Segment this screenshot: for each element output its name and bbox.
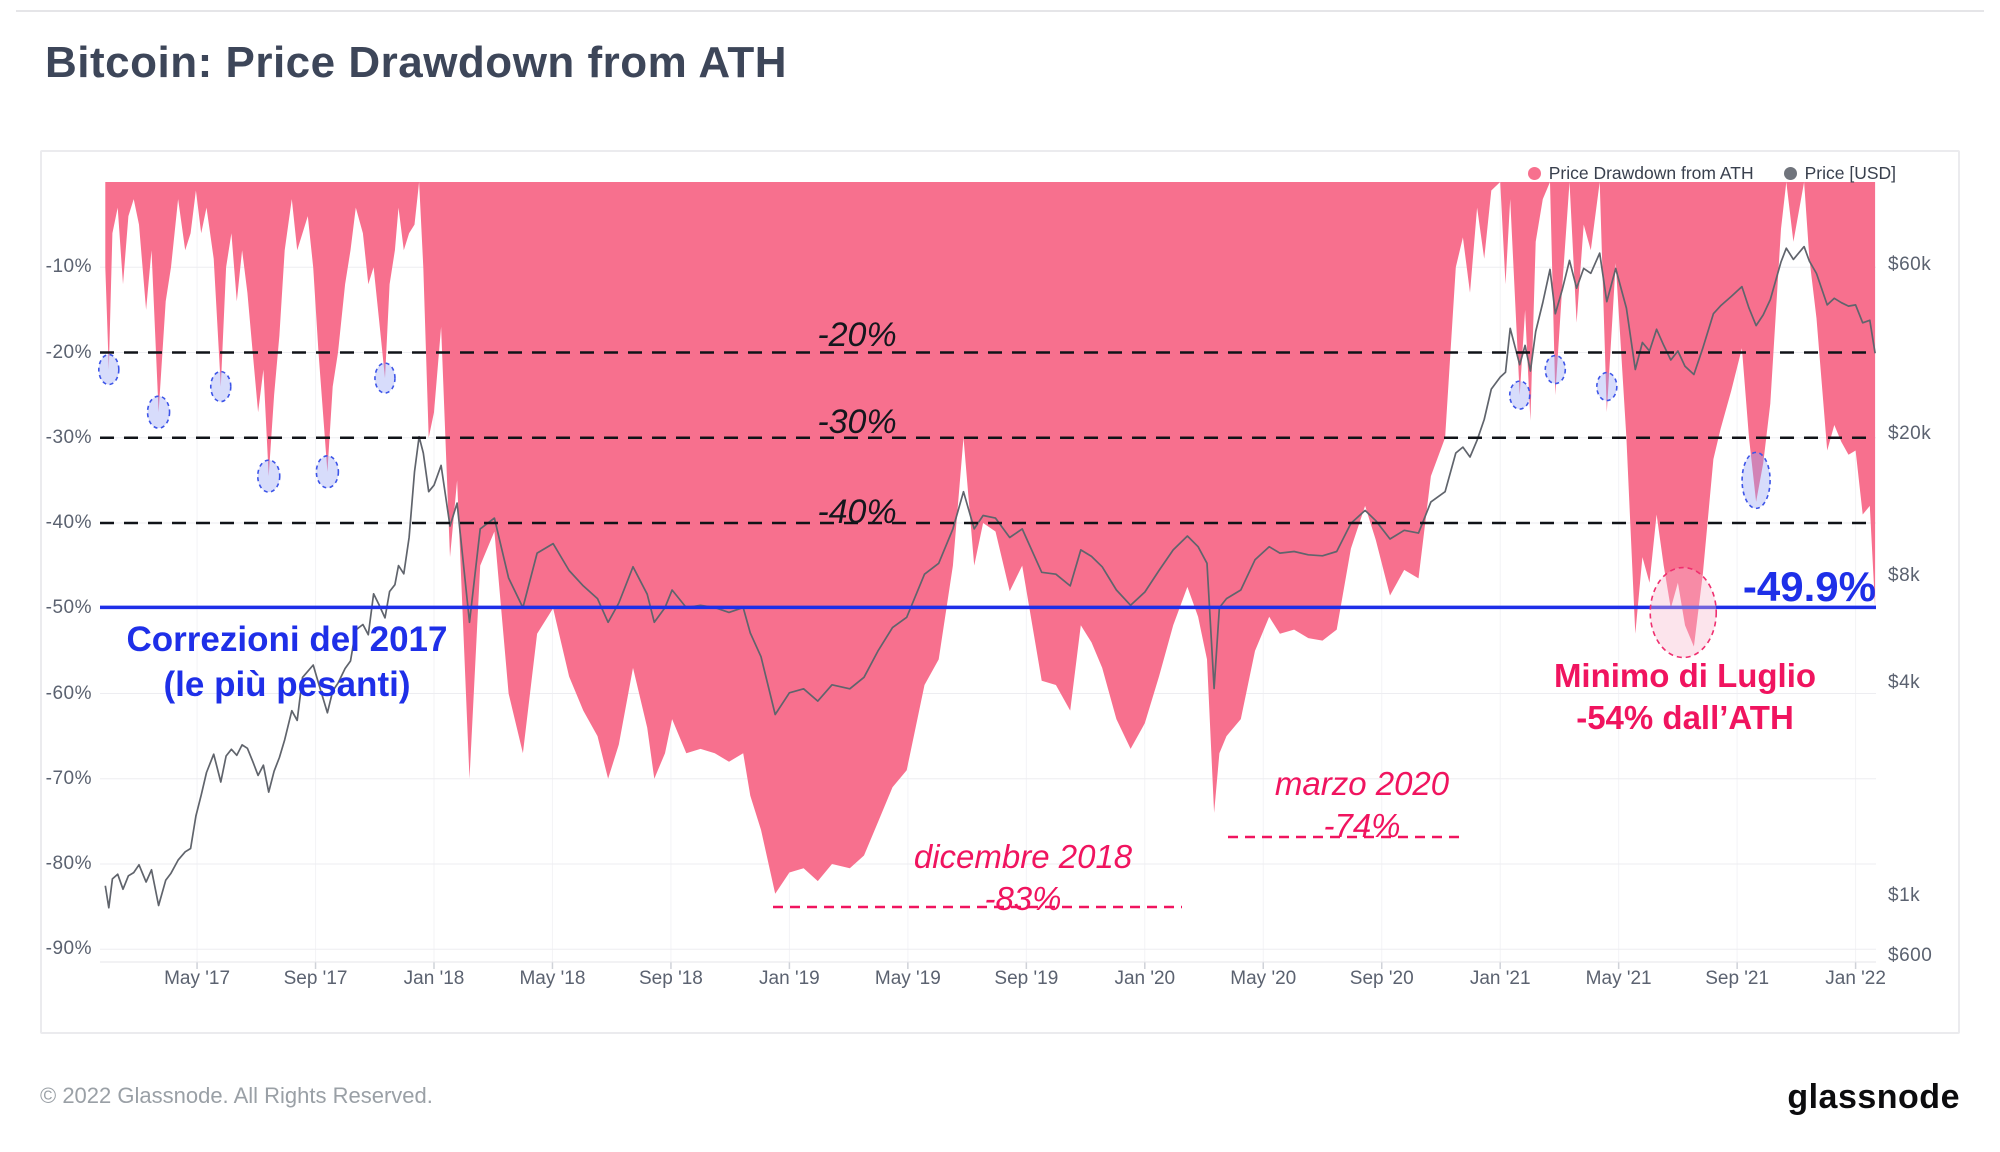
dash-line-label-40: -40% (817, 493, 897, 531)
drawdown-axis-tick-label: -80% (45, 853, 92, 874)
correction-highlight-ellipse (1596, 371, 1618, 402)
legend-item-price[interactable]: Price [USD] (1783, 163, 1896, 184)
dash-line-label-30: -30% (817, 403, 897, 441)
correction-highlight-ellipse (209, 370, 232, 403)
price-axis-tick-label: $60k (1888, 254, 1932, 275)
page-top-divider (16, 10, 1984, 12)
price-axis-tick-label: $20k (1888, 423, 1932, 445)
legend-label-drawdown: Price Drawdown from ATH (1548, 163, 1754, 183)
correction-highlight-ellipse (146, 395, 171, 429)
price-axis-tick-label: $1k (1888, 885, 1921, 907)
x-axis-tick-label: May '18 (519, 968, 586, 989)
drawdown-series-dot-icon (1527, 167, 1541, 180)
x-axis-tick-label: May '21 (1585, 968, 1652, 989)
x-axis-tick-label: Sep '18 (639, 968, 703, 989)
correction-highlight-ellipse (1544, 354, 1567, 385)
correction-highlight-ellipse (1508, 380, 1531, 410)
drawdown-axis-tick-label: -70% (45, 767, 92, 789)
copyright-text: © 2022 Glassnode. All Rights Reserved. (40, 1083, 433, 1108)
drawdown-axis-tick-label: -60% (45, 682, 92, 704)
x-axis-tick-label: Jan '21 (1469, 968, 1531, 989)
x-axis-tick-label: Jan '19 (759, 968, 820, 989)
drawdown-axis-tick-label: -30% (45, 426, 92, 448)
drawdown-area-series (105, 182, 1876, 894)
x-axis-tick-label: Jan '22 (1825, 968, 1886, 989)
drawdown-axis-tick-label: -50% (45, 597, 92, 619)
drawdown-axis-tick-label: -90% (45, 938, 92, 960)
x-axis-tick-label: May '17 (164, 968, 231, 989)
x-axis-tick-label: May '19 (874, 968, 941, 989)
x-axis-tick-label: Sep '19 (994, 968, 1059, 989)
glassnode-logo: glassnode (1787, 1078, 1960, 1116)
dicembre-2018: dicembre 2018 -83% (913, 838, 1133, 918)
correction-highlight-ellipse (315, 455, 340, 489)
x-axis-tick-label: May '20 (1230, 968, 1297, 989)
correction-highlight-ellipse (374, 362, 396, 394)
price-series-dot-icon (1783, 167, 1797, 180)
x-axis-tick-label: Jan '18 (403, 968, 465, 989)
x-axis-tick-label: Sep '17 (283, 968, 348, 989)
x-axis-tick-label: Sep '20 (1349, 968, 1414, 989)
chart-legend: Price Drawdown from ATH Price [USD] (1527, 163, 1896, 184)
correction-highlight-ellipse (1741, 451, 1771, 510)
drawdown-axis-tick-label: -20% (45, 341, 92, 363)
marzo-2020: marzo 2020 -74% (1274, 765, 1450, 845)
price-axis-tick-label: $4k (1888, 671, 1921, 693)
correction-highlight-ellipse (256, 459, 281, 493)
page-title: Bitcoin: Price Drawdown from ATH (45, 38, 788, 87)
july-low-highlight-ellipse (1649, 566, 1718, 659)
dash-line-label-20: -20% (817, 316, 897, 354)
current-drawdown: -49.9% (1742, 563, 1876, 610)
legend-item-drawdown[interactable]: Price Drawdown from ATH (1527, 163, 1754, 184)
price-line-series (104, 245, 1876, 909)
x-axis-tick-label: Jan '20 (1114, 968, 1176, 989)
drawdown-axis-tick-label: -10% (45, 256, 92, 278)
legend-label-price: Price [USD] (1804, 163, 1896, 183)
correzioni-2017: Correzioni del 2017 (le più pesanti) (126, 620, 448, 704)
drawdown-axis-tick-label: -40% (45, 512, 92, 533)
price-axis-tick-label: $8k (1888, 564, 1921, 586)
x-axis-tick-label: Sep '21 (1705, 968, 1770, 989)
minimo-luglio: Minimo di Luglio -54% dall’ATH (1553, 657, 1817, 737)
price-axis-tick-label: $600 (1888, 945, 1933, 966)
correction-highlight-ellipse (98, 353, 120, 386)
